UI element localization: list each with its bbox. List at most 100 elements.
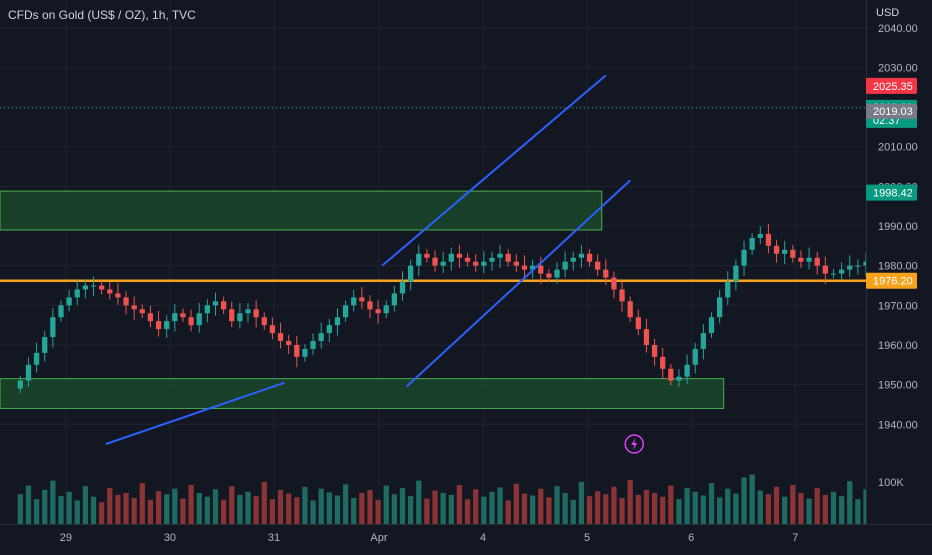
volume-bar — [570, 499, 576, 524]
candle — [651, 338, 658, 366]
candle-body — [359, 297, 365, 302]
volume-bar — [302, 486, 308, 524]
volume-bar — [660, 496, 666, 524]
candle — [660, 347, 666, 380]
candle-body — [131, 305, 137, 310]
candle — [521, 255, 528, 278]
candle — [432, 250, 438, 272]
volume-bar — [42, 489, 48, 524]
candle-body — [765, 233, 772, 246]
candle-body — [586, 253, 593, 262]
candle-body — [456, 253, 463, 258]
candle — [668, 364, 674, 386]
volume-bar — [50, 480, 56, 524]
candle — [497, 244, 503, 269]
volume-bar — [107, 488, 113, 524]
candle — [603, 259, 609, 286]
candle — [147, 305, 154, 328]
channel-lower — [405, 179, 631, 388]
candle — [66, 289, 72, 312]
supply-zone — [0, 190, 603, 231]
candle — [790, 245, 796, 263]
volume-bar — [407, 496, 414, 524]
candle-body — [855, 265, 861, 267]
volume-bar — [725, 488, 731, 524]
volume-bar — [554, 486, 560, 524]
candle — [676, 369, 682, 387]
volume-bar — [733, 493, 739, 524]
candle-body — [489, 257, 495, 262]
volume-bar — [489, 491, 495, 524]
candle-body — [147, 313, 154, 322]
candle-body — [33, 352, 40, 365]
candle-body — [595, 261, 601, 270]
lower-trendline — [105, 381, 285, 446]
volume-bar — [277, 489, 284, 524]
candle — [286, 334, 292, 354]
candle — [407, 259, 414, 291]
candle-body — [123, 297, 129, 306]
candle-body — [220, 301, 227, 310]
candle — [814, 251, 820, 275]
volume-bar — [578, 481, 585, 524]
volume-bar — [310, 500, 316, 524]
candle-body — [367, 301, 373, 310]
candle-body — [318, 333, 324, 342]
volume-bar — [147, 499, 154, 524]
candle — [17, 375, 23, 394]
candle — [708, 312, 715, 338]
volume-bar — [424, 498, 430, 524]
candle — [131, 296, 137, 320]
candle — [245, 303, 251, 323]
volume-bar — [643, 489, 650, 524]
volume-bar — [342, 484, 349, 524]
volume-bar — [668, 485, 674, 524]
candle-body — [692, 348, 698, 365]
candle — [204, 299, 210, 323]
volume-bar — [611, 486, 617, 524]
candle — [391, 285, 398, 312]
candle — [562, 251, 568, 278]
time-axis[interactable] — [0, 524, 932, 551]
candle — [25, 357, 32, 387]
volume-bar — [432, 490, 438, 524]
candle — [107, 281, 113, 300]
candle-body — [204, 305, 210, 314]
volume-bar — [814, 488, 820, 524]
volume-bar — [351, 497, 357, 524]
candle — [765, 223, 772, 254]
price-axis[interactable] — [866, 0, 932, 524]
volume-bar — [131, 497, 137, 524]
candle — [277, 322, 284, 349]
candle-body — [237, 313, 243, 322]
candle-body — [383, 305, 389, 314]
candle — [538, 256, 544, 284]
volume-bar — [416, 480, 422, 524]
candle-body — [782, 249, 788, 254]
candle-body — [830, 273, 837, 275]
candle-body — [838, 269, 845, 274]
candle-body — [115, 293, 121, 298]
candle-body — [708, 317, 715, 334]
candle-body — [375, 309, 381, 314]
candle-body — [676, 376, 682, 381]
volume-bar — [269, 499, 276, 524]
volume-bar — [139, 483, 145, 524]
candle — [595, 254, 601, 276]
candle-body — [172, 313, 178, 322]
candle — [123, 291, 129, 315]
volume-bar — [790, 484, 796, 524]
demand-zone — [0, 378, 725, 409]
candle-body — [82, 285, 89, 290]
lightning-bolt — [631, 438, 638, 450]
volume-bar — [627, 479, 633, 524]
volume-bar — [33, 499, 40, 524]
volume-bar — [481, 496, 487, 524]
candle-body — [188, 317, 194, 326]
candle — [139, 304, 145, 319]
candle-body — [42, 337, 48, 353]
candle-body — [538, 265, 544, 274]
